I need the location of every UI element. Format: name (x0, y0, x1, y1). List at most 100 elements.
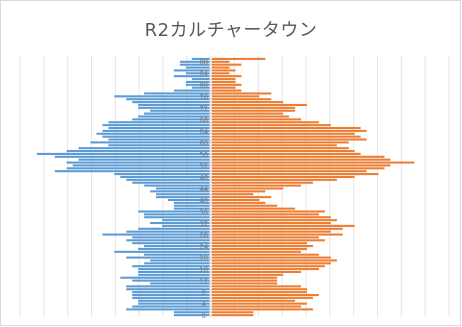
y-tick-4: 4 (201, 301, 206, 309)
left-bar-age-0 (173, 314, 210, 317)
right-bar-age-46 (211, 181, 313, 184)
right-bar-age-79 (211, 86, 236, 89)
left-bar-age-10 (126, 285, 210, 288)
right-bar-age-37 (211, 207, 296, 210)
left-bar-age-33 (162, 219, 210, 222)
right-bar-age-75 (211, 98, 272, 101)
left-bar-age-87 (179, 63, 210, 66)
right-bar-age-72 (211, 106, 296, 109)
left-bar-age-32 (150, 221, 210, 225)
right-bar-age-86 (211, 66, 230, 69)
right-bar-age-19 (211, 259, 337, 262)
y-tick-76: 76 (199, 93, 208, 101)
right-bar-age-2 (211, 308, 313, 311)
y-tick-36: 36 (199, 208, 208, 216)
y-tick-48: 48 (199, 174, 208, 182)
left-bar-age-28 (102, 233, 210, 236)
right-bar-age-15 (211, 270, 302, 273)
left-bar-age-49 (114, 173, 210, 176)
left-bar-age-24 (144, 245, 210, 248)
left-bar-age-65 (108, 126, 210, 130)
left-bar-age-15 (138, 270, 210, 273)
right-bar-age-8 (211, 291, 307, 294)
y-tick-68: 68 (199, 116, 208, 124)
left-bar-age-36 (138, 210, 210, 213)
y-tick-8: 8 (201, 289, 205, 297)
right-bar-age-49 (211, 173, 379, 176)
left-bar-age-75 (126, 98, 210, 101)
right-bar-age-65 (211, 126, 361, 130)
right-bar-age-83 (211, 75, 242, 78)
right-bar-age-55 (211, 155, 385, 158)
y-tick-12: 12 (199, 278, 208, 286)
left-bar-age-56 (36, 152, 210, 155)
y-tick-44: 44 (199, 185, 208, 193)
left-bar-age-53 (66, 161, 210, 164)
right-bar-age-5 (211, 299, 296, 302)
right-bar-age-47 (211, 178, 337, 181)
right-bar-age-9 (211, 288, 307, 291)
right-bar-age-6 (211, 296, 313, 299)
left-bar-age-38 (173, 204, 210, 207)
left-bar-age-23 (138, 247, 210, 250)
right-bar-age-20 (211, 256, 331, 259)
left-bar-age-14 (138, 273, 210, 276)
right-bar-age-10 (211, 285, 302, 288)
right-bar-age-78 (211, 89, 242, 92)
y-tick-24: 24 (199, 243, 208, 251)
y-tick-52: 52 (199, 162, 208, 170)
left-bar-age-42 (156, 193, 210, 196)
left-bar-age-61 (108, 138, 210, 141)
right-bar-age-88 (211, 60, 230, 63)
left-bar-age-6 (132, 296, 210, 299)
right-bar-age-23 (211, 247, 307, 250)
right-bar-age-18 (211, 262, 331, 265)
left-bar-age-31 (162, 224, 210, 227)
right-bar-age-87 (211, 63, 242, 66)
left-bar-age-34 (144, 216, 210, 219)
left-bar-age-25 (132, 242, 210, 245)
left-bar-age-26 (126, 239, 210, 242)
left-bar-age-85 (173, 69, 210, 72)
right-bar-age-28 (211, 233, 343, 236)
right-bar-age-1 (211, 311, 254, 314)
right-bar-age-67 (211, 121, 319, 124)
right-bar-age-39 (211, 201, 266, 204)
left-bar-age-52 (72, 164, 210, 167)
left-bar-age-80 (185, 83, 210, 86)
right-bar-age-26 (211, 239, 325, 242)
left-bar-age-70 (144, 112, 210, 115)
left-bar-age-89 (191, 57, 210, 60)
right-bar-age-64 (211, 129, 367, 132)
right-bar-age-89 (211, 57, 266, 60)
right-bar-age-30 (211, 227, 343, 230)
right-bar-age-84 (211, 72, 230, 75)
right-bar-age-41 (211, 196, 272, 199)
left-bar-age-43 (150, 190, 210, 193)
right-bar-age-31 (211, 224, 355, 227)
left-bar-age-45 (144, 184, 210, 187)
right-bar-age-81 (211, 80, 236, 83)
left-bar-age-46 (132, 181, 210, 184)
right-bar-age-32 (211, 221, 331, 225)
right-bar-age-57 (211, 150, 355, 153)
right-bar-age-7 (211, 293, 319, 297)
left-bar-age-12 (132, 279, 210, 282)
right-bar-age-62 (211, 135, 361, 138)
right-bar-age-27 (211, 236, 319, 239)
left-bar-age-57 (66, 150, 210, 153)
left-bar-age-63 (96, 132, 210, 135)
right-bar-age-76 (211, 95, 260, 98)
left-bar-age-69 (138, 115, 210, 118)
y-tick-20: 20 (199, 254, 208, 262)
right-bar-age-42 (211, 193, 254, 196)
left-bar-age-22 (114, 250, 210, 253)
y-tick-80: 80 (199, 82, 208, 90)
right-bar-age-34 (211, 216, 331, 219)
left-bar-age-35 (144, 213, 210, 216)
y-tick-32: 32 (199, 220, 208, 228)
left-bar-age-16 (138, 268, 210, 271)
right-bar-age-0 (211, 314, 254, 317)
left-bar-age-41 (156, 196, 210, 199)
